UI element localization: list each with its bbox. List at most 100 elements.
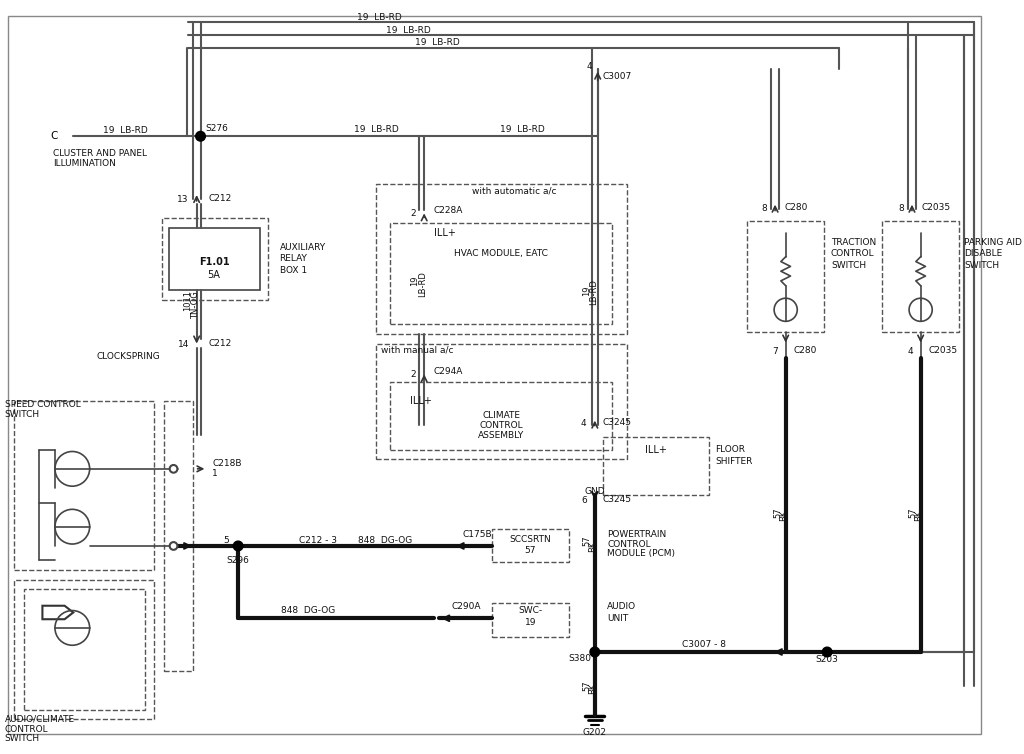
Text: CONTROL: CONTROL [5,725,48,734]
Text: ILL+: ILL+ [410,397,431,406]
Text: UNIT: UNIT [607,614,629,623]
Text: CLOCKSPRING: CLOCKSPRING [96,351,160,360]
Text: BK: BK [589,683,597,694]
Text: C212: C212 [208,339,231,348]
Bar [376,344,627,459]
Text: 848  DG-OG: 848 DG-OG [358,535,413,544]
Text: 57: 57 [583,680,592,691]
Text: TRACTION: TRACTION [831,238,877,247]
Bar [25,590,144,710]
Text: SPEED CONTROL: SPEED CONTROL [5,400,81,409]
Text: 4: 4 [581,419,586,428]
Text: DISABLE: DISABLE [964,250,1002,259]
Text: 5A: 5A [208,270,220,280]
Bar [492,603,568,636]
Text: C3245: C3245 [602,418,632,427]
Text: 57: 57 [583,536,592,547]
Polygon shape [42,605,74,619]
Bar [492,529,568,562]
Text: SWITCH: SWITCH [5,734,40,743]
Bar [164,401,193,671]
Text: 2: 2 [411,209,417,218]
Text: TN-OG: TN-OG [191,291,201,319]
Text: F1.01: F1.01 [199,256,229,267]
Circle shape [170,542,177,550]
Text: MODULE (PCM): MODULE (PCM) [607,549,676,558]
Text: C294A: C294A [434,367,463,376]
Circle shape [822,647,831,657]
Bar [162,218,268,300]
Text: C212 - 3: C212 - 3 [299,535,337,544]
Text: AUXILIARY: AUXILIARY [280,243,326,252]
Text: POWERTRAIN: POWERTRAIN [607,530,667,539]
Text: G202: G202 [583,728,607,737]
Text: LB-RD: LB-RD [590,280,598,305]
Text: C3007 - 8: C3007 - 8 [682,640,726,648]
Text: C175B: C175B [463,530,493,539]
Text: 1: 1 [212,469,218,478]
Text: S203: S203 [816,655,839,664]
Text: S380: S380 [568,654,591,664]
Text: BK: BK [779,510,788,521]
Text: 7: 7 [772,347,778,356]
Text: LB-RD: LB-RD [418,271,427,296]
Bar [602,437,709,495]
Text: 19  LB-RD: 19 LB-RD [356,13,401,22]
Text: CONTROL: CONTROL [479,421,523,430]
Text: 4: 4 [907,347,913,356]
Text: C2035: C2035 [922,203,950,212]
Text: 13: 13 [177,195,189,204]
Text: 19  LB-RD: 19 LB-RD [103,126,147,135]
Bar [748,221,824,332]
Text: 8: 8 [762,204,767,213]
Text: 57: 57 [524,547,536,555]
Text: C212: C212 [208,195,231,204]
Text: with automatic a/c: with automatic a/c [472,187,557,196]
Text: C2035: C2035 [929,346,957,355]
Text: C: C [50,131,57,141]
Bar [882,221,959,332]
Text: CONTROL: CONTROL [831,250,874,259]
Text: SWITCH: SWITCH [831,261,866,270]
Text: C290A: C290A [452,602,480,611]
Text: S276: S276 [206,124,228,133]
Text: 5: 5 [223,535,229,544]
Text: ASSEMBLY: ASSEMBLY [478,431,524,440]
Text: 19: 19 [524,618,536,627]
Text: RELAY: RELAY [280,254,307,263]
Text: 1011: 1011 [183,290,193,311]
Text: CONTROL: CONTROL [607,540,651,548]
Text: BK: BK [589,541,597,552]
Text: FLOOR: FLOOR [716,445,745,454]
Text: ILL+: ILL+ [434,228,456,238]
Bar [390,382,612,449]
Text: ILL+: ILL+ [644,445,667,455]
Text: CLUSTER AND PANEL: CLUSTER AND PANEL [53,149,147,158]
Text: 6: 6 [582,496,587,505]
Bar [376,185,627,334]
Text: CLIMATE: CLIMATE [482,412,520,420]
Text: 848  DG-OG: 848 DG-OG [282,606,336,615]
Text: C3245: C3245 [602,495,632,504]
Text: 19  LB-RD: 19 LB-RD [415,38,460,48]
Circle shape [170,465,177,473]
Text: GND: GND [585,486,605,495]
Text: HVAC MODULE, EATC: HVAC MODULE, EATC [455,250,548,259]
Text: C3007: C3007 [602,72,632,81]
Text: 8: 8 [898,204,904,213]
Circle shape [196,131,206,141]
Bar [169,228,260,290]
Text: 19  LB-RD: 19 LB-RD [386,26,430,35]
Text: C228A: C228A [434,206,463,215]
Text: PARKING AID: PARKING AID [964,238,1022,247]
Bar [14,401,155,570]
Text: with manual a/c: with manual a/c [381,346,454,355]
Text: C280: C280 [784,203,808,212]
Text: 19  LB-RD: 19 LB-RD [501,125,545,134]
Text: 19  LB-RD: 19 LB-RD [353,125,398,134]
Text: C280: C280 [794,346,817,355]
Text: AUDIO: AUDIO [607,602,637,611]
Text: ILLUMINATION: ILLUMINATION [53,159,116,167]
Text: SWITCH: SWITCH [5,410,40,419]
Text: C218B: C218B [212,458,242,467]
